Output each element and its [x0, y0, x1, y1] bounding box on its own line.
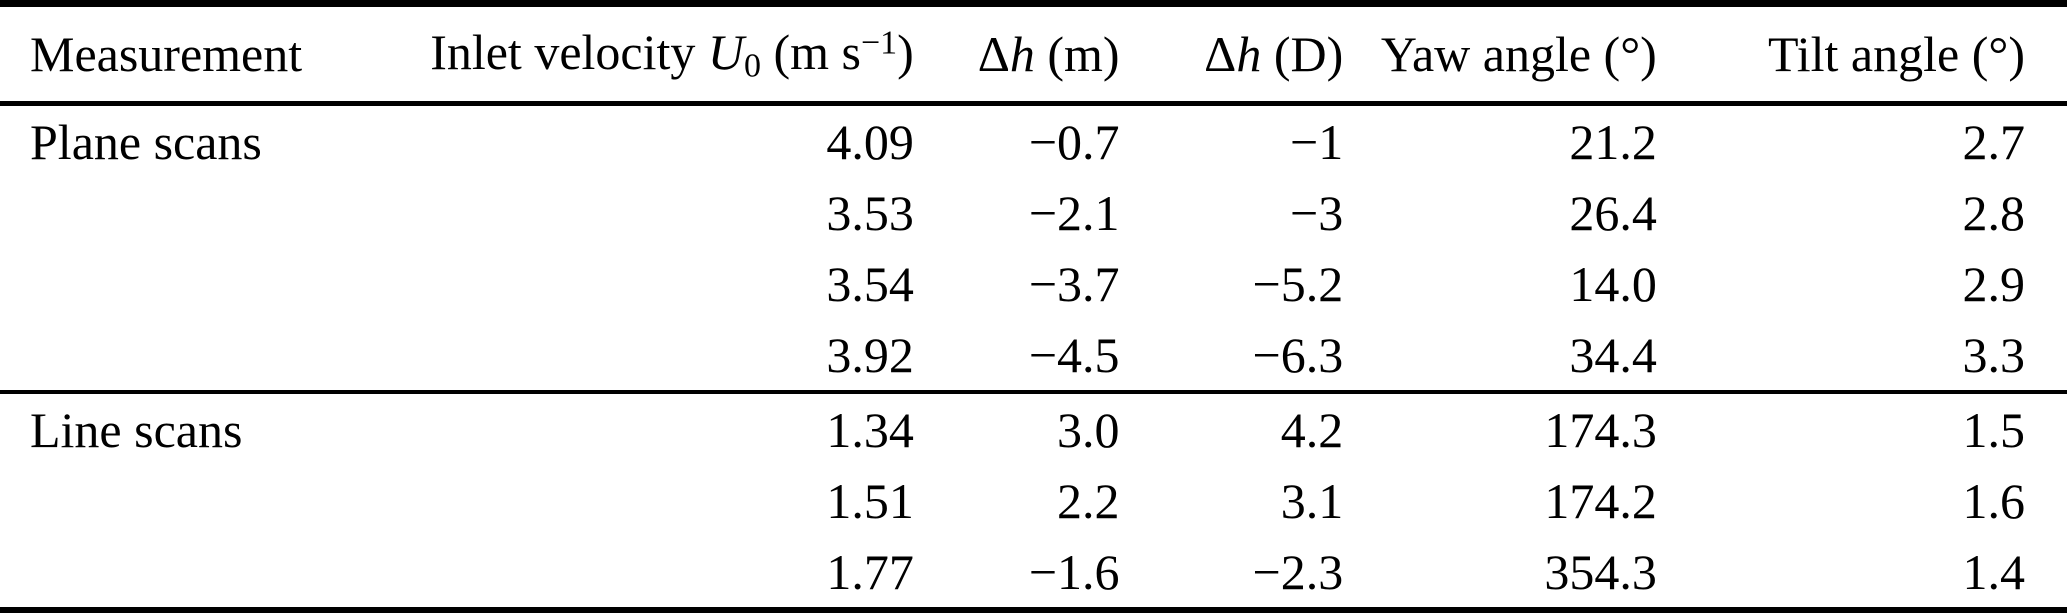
header-text-segment: (m) [1034, 26, 1120, 82]
cell-measurement-empty [0, 536, 408, 611]
cell-tilt_angle: 3.3 [1962, 326, 2026, 383]
cell-delta_h_d: −5.2 [1252, 255, 1344, 312]
cell-delta_h_m: −1.6 [1028, 543, 1120, 600]
table-row: 3.53 −2.1 −3 26.4 2.8 [0, 177, 2067, 248]
cell-delta_h_d: −3 [1290, 184, 1344, 241]
header-text-segment: Measurement [30, 26, 303, 82]
cell-yaw_angle: 174.2 [1544, 472, 1657, 529]
header-text-segment: −1 [860, 24, 898, 62]
table-row: 1.77 −1.6 −2.3 354.3 1.4 [0, 536, 2067, 611]
header-text-segment: Tilt angle (°) [1767, 26, 2025, 82]
header-text-segment: Δ [1204, 26, 1237, 82]
column-header-delta_h_m: Δh (m) [913, 3, 1120, 106]
cell-delta_h_d: −2.3 [1252, 543, 1344, 600]
table-row: Plane scans 4.09 −0.7 −1 21.2 2.7 [0, 104, 2067, 178]
cell-inlet_velocity: 1.51 [826, 472, 914, 529]
column-header-delta_h_d: Δh (D) [1119, 3, 1344, 106]
table-header: Measurement Inlet velocity U0 (m s−1) Δh (… [0, 3, 2067, 106]
header-text-segment: (D) [1261, 26, 1344, 82]
cell-tilt_angle: 2.8 [1962, 184, 2026, 241]
cell-yaw_angle: 174.3 [1343, 390, 1657, 465]
cell-delta_h_m: −4.5 [1028, 326, 1120, 383]
cell-measurement-empty [0, 177, 408, 248]
cell-inlet_velocity: 4.09 [826, 113, 914, 170]
group-label: Line scans [0, 390, 409, 465]
header-text-segment: Inlet velocity [430, 23, 708, 80]
header-text-segment: Δ [977, 26, 1010, 82]
column-header-tilt_angle: Tilt angle (°) [1656, 3, 2067, 106]
cell-inlet_velocity: 3.92 [826, 326, 914, 383]
cell-measurement-empty [0, 248, 408, 319]
column-header-measurement: Measurement [0, 3, 409, 106]
cell-yaw_angle: 354.3 [1544, 543, 1657, 600]
cell-measurement-empty [0, 319, 408, 392]
header-text-segment: h [1009, 26, 1035, 82]
cell-yaw_angle: 21.2 [1569, 113, 1657, 170]
header-row: Measurement Inlet velocity U0 (m s−1) Δh (… [0, 3, 2067, 106]
cell-delta_h_m: 2.2 [1057, 472, 1120, 529]
cell-tilt_angle: 2.9 [1962, 255, 2026, 312]
cell-tilt_angle: 1.5 [1656, 390, 2067, 465]
cell-delta_h_m: −2.1 [1028, 184, 1120, 241]
cell-delta_h_d: −6.3 [1252, 326, 1344, 383]
header-text-segment: h [1236, 26, 1262, 82]
table-row: 3.92 −4.5 −6.3 34.4 3.3 [0, 319, 2067, 392]
header-text-segment: ) [897, 23, 914, 80]
cell-delta_h_m: −3.7 [1028, 255, 1120, 312]
cell-inlet_velocity: 1.77 [826, 543, 914, 600]
cell-tilt_angle: 1.4 [1962, 543, 2026, 600]
table-body: Plane scans 4.09 −0.7 −1 21.2 2.7 3.53 −2.1 −3 26… [0, 104, 2067, 612]
cell-yaw_angle: 26.4 [1569, 184, 1657, 241]
cell-yaw_angle: 14.0 [1569, 255, 1657, 312]
column-header-inlet_velocity: Inlet velocity U0 (m s−1) [408, 3, 914, 106]
header-text-segment: (m s [760, 23, 861, 80]
cell-tilt_angle: 1.6 [1962, 472, 2026, 529]
group-label: Plane scans [30, 113, 262, 170]
table-row: 3.54 −3.7 −5.2 14.0 2.9 [0, 248, 2067, 319]
cell-delta_h_m: 3.0 [913, 390, 1120, 465]
table-row: Line scans 1.34 3.0 4.2 174.3 1.5 [0, 390, 2067, 465]
cell-inlet_velocity: 3.54 [826, 255, 914, 312]
cell-inlet_velocity: 3.53 [826, 184, 914, 241]
header-text-segment: Yaw angle (°) [1380, 26, 1657, 82]
column-header-yaw_angle: Yaw angle (°) [1343, 3, 1657, 106]
cell-delta_h_d: −1 [1290, 113, 1344, 170]
cell-measurement-empty [0, 465, 408, 536]
header-text-segment: U [707, 23, 744, 80]
table-row: 1.51 2.2 3.1 174.2 1.6 [0, 465, 2067, 536]
cell-delta_h_d: 3.1 [1280, 472, 1344, 529]
cell-delta_h_m: −0.7 [1028, 113, 1120, 170]
cell-inlet_velocity: 1.34 [408, 390, 914, 465]
cell-yaw_angle: 34.4 [1569, 326, 1657, 383]
cell-delta_h_d: 4.2 [1119, 390, 1344, 465]
cell-tilt_angle: 2.7 [1962, 113, 2026, 170]
header-text-segment: 0 [743, 47, 761, 85]
